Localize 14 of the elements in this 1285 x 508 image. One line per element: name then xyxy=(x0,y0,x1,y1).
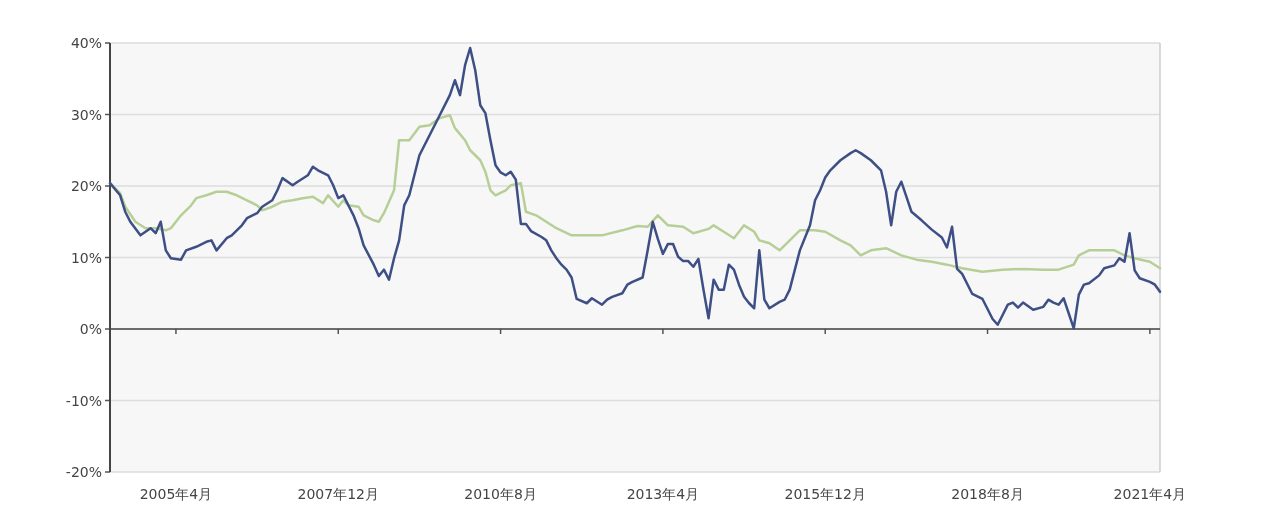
x-tick-label: 2013年4月 xyxy=(626,486,700,502)
y-tick-label: 20% xyxy=(70,178,102,194)
x-tick-label: 2015年12月 xyxy=(784,486,866,502)
x-tick-label: 2018年8月 xyxy=(951,486,1024,502)
y-tick-label: 10% xyxy=(70,249,102,266)
y-tick-label: 0% xyxy=(79,321,102,337)
y-tick-label: 30% xyxy=(70,106,102,123)
y-tick-label: -20% xyxy=(65,464,102,480)
x-tick-label: 2021年4月 xyxy=(1113,486,1187,502)
x-tick-label: 2005年4月 xyxy=(139,486,213,502)
x-tick-label: 2007年12月 xyxy=(297,486,379,502)
x-tick-label: 2010年8月 xyxy=(464,486,537,502)
y-tick-label: 40% xyxy=(70,35,102,51)
y-tick-label: -10% xyxy=(65,392,102,409)
